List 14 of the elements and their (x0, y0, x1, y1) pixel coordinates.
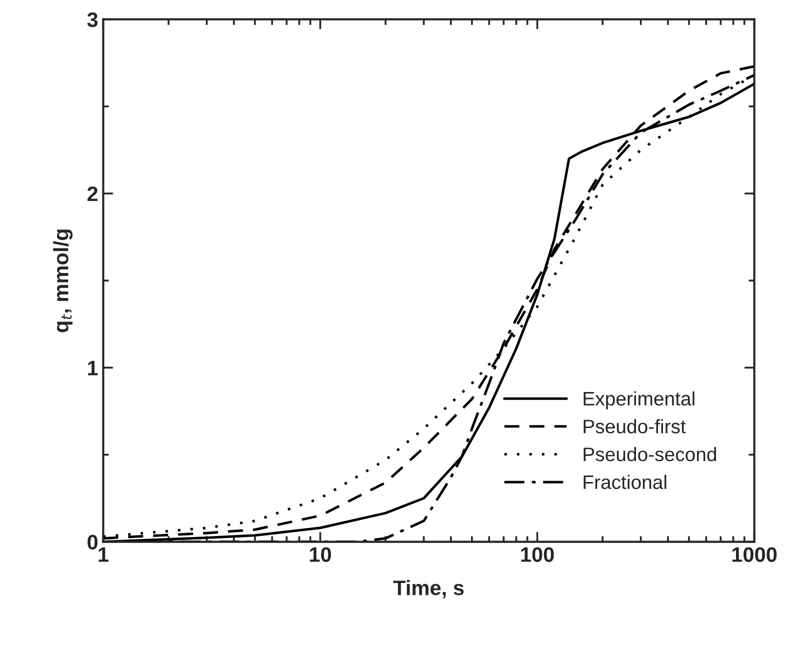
y-tick-label: 2 (87, 186, 98, 202)
legend-label: Experimental (584, 391, 694, 410)
x-tick-label: 100 (521, 547, 554, 562)
x-tick-label: 1000 (732, 547, 777, 562)
y-tick-label: 1 (88, 360, 98, 376)
x-tick-label: 10 (310, 547, 331, 562)
x-axis-title: Time, s (393, 580, 464, 598)
legend-label: Pseudo-second (584, 446, 716, 462)
legend-label: Pseudo-first (584, 419, 686, 434)
y-tick-label: 0 (88, 534, 98, 550)
y-axis-title: q$_{t}$, mmol/g (53, 230, 73, 332)
x-tick-label: 1 (98, 547, 108, 562)
legend-label: Fractional (584, 474, 666, 490)
y-tick-label: 3 (87, 12, 98, 28)
